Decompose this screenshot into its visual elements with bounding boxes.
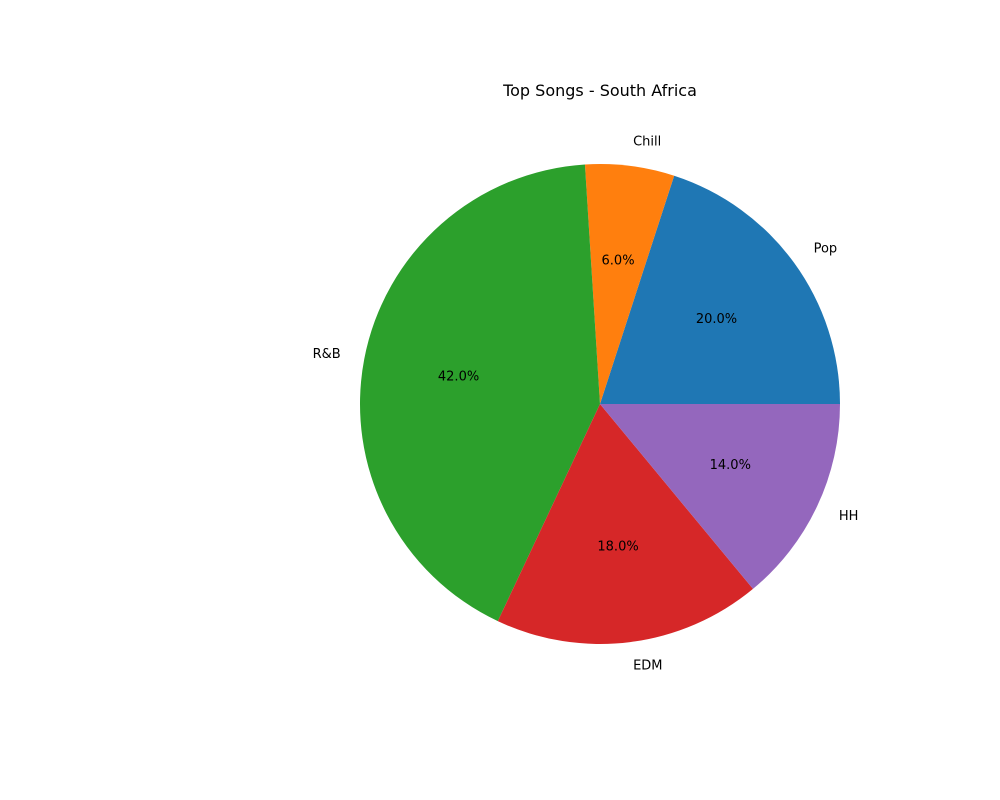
slice-label-pop: Pop [814,241,838,256]
pie-slice-pop [600,175,840,404]
pie-slice-r-b [359,164,600,622]
slice-label-r-b: R&B [313,347,341,362]
pct-label-edm: 18.0% [597,539,638,554]
chart-title: Top Songs - South Africa [502,81,697,100]
pie-slice-chill [584,164,675,404]
pct-label-chill: 6.0% [602,254,635,269]
pie-labels: Pop 20.0% Chill 6.0% R&B 42.0% EDM 18.0% HH 14.0% [313,135,859,674]
pct-label-r-b: 42.0% [438,370,479,385]
slice-label-edm: EDM [633,658,662,673]
slice-label-hh: HH [839,509,859,524]
pie-slice-edm [497,404,753,645]
slice-label-chill: Chill [633,135,661,150]
pie-slice-hh [600,404,840,589]
pct-label-pop: 20.0% [696,312,737,327]
pie-slices [359,164,840,645]
pct-label-hh: 14.0% [710,458,751,473]
